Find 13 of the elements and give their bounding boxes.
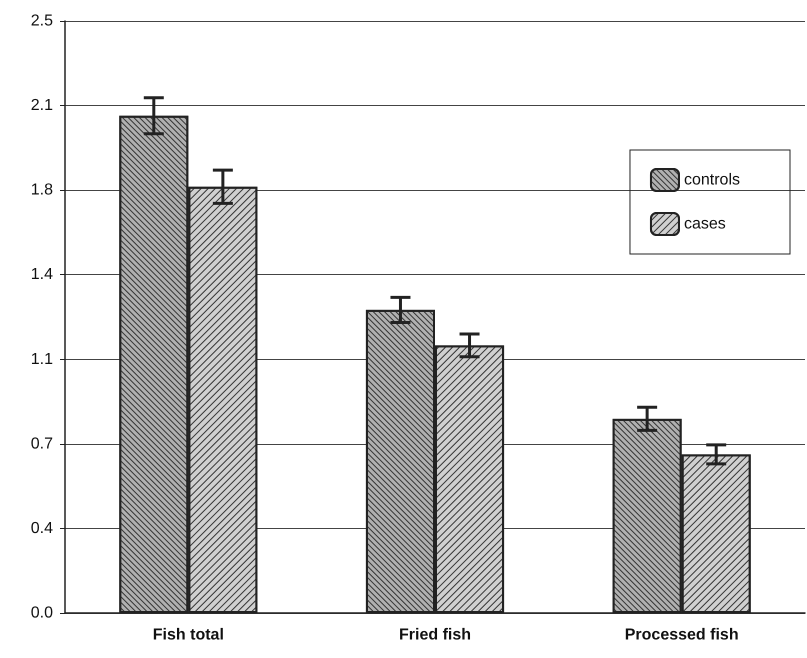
y-tick-label: 1.4 bbox=[30, 266, 54, 284]
legend-label: cases bbox=[684, 216, 726, 232]
x-tick-label: Processed fish bbox=[624, 626, 739, 644]
y-tick-label: 1.1 bbox=[30, 350, 54, 368]
y-tick-label: 0.0 bbox=[30, 604, 54, 622]
y-tick-label: 2.5 bbox=[30, 12, 54, 30]
legend-label: controls bbox=[684, 172, 740, 188]
y-tick-label: 2.1 bbox=[30, 97, 54, 114]
x-tick-label: Fish total bbox=[152, 626, 224, 644]
x-tick-label: Fried fish bbox=[398, 626, 472, 644]
y-tick-label: 0.4 bbox=[30, 520, 54, 537]
y-tick-label: 0.7 bbox=[30, 435, 54, 452]
y-tick-label: 1.8 bbox=[30, 182, 54, 199]
